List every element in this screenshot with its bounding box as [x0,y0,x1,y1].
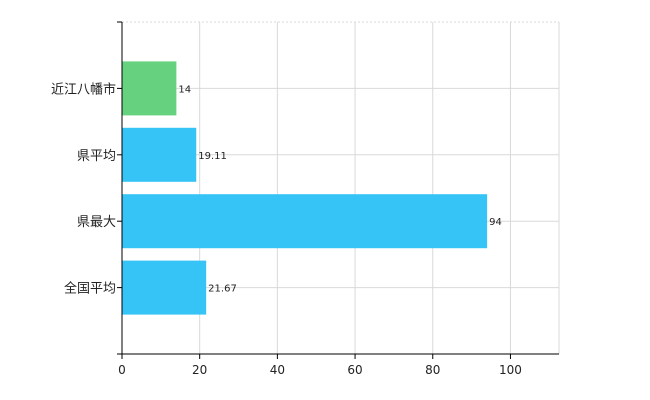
x-tick-label-0: 0 [118,363,126,377]
data-label-2: 94 [489,217,502,228]
bar-3 [122,260,207,315]
bar-1 [122,127,197,182]
category-label-2: 県最大 [77,215,116,230]
data-label-1: 19.11 [198,151,227,162]
x-tick-label-4: 80 [425,363,440,377]
category-label-1: 県平均 [77,149,116,164]
x-tick-label-5: 100 [499,363,522,377]
axes [117,21,559,359]
x-tick-label-1: 20 [192,363,207,377]
bar-0 [122,61,177,116]
bar-2 [122,194,488,249]
category-label-0: 近江八幡市 [51,81,116,97]
data-label-0: 14 [178,84,191,95]
x-tick-label-3: 60 [347,363,362,377]
bars [122,61,488,315]
x-tick-label-2: 40 [270,363,285,377]
data-label-3: 21.67 [208,284,237,295]
category-label-3: 全国平均 [64,281,116,297]
